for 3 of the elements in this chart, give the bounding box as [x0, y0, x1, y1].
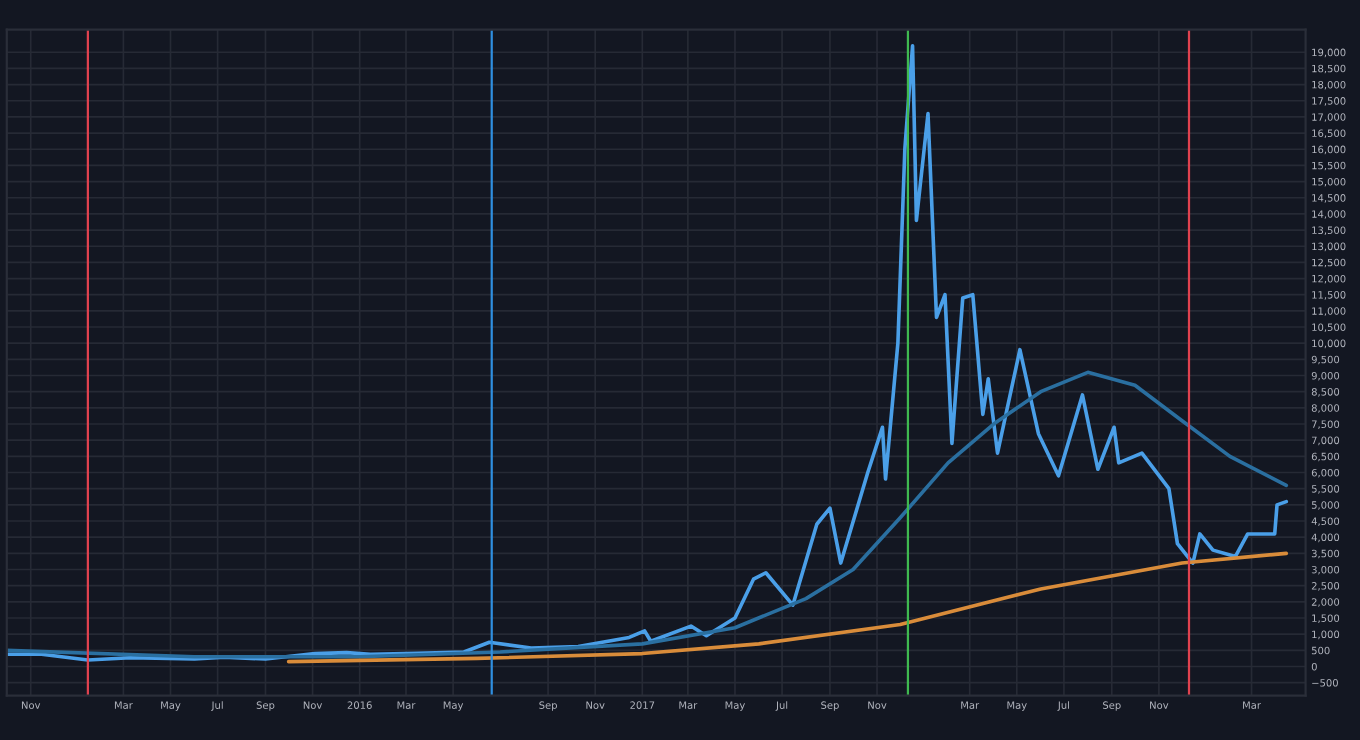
line-series [286, 551, 1289, 664]
line-series [6, 370, 1289, 659]
line-series [6, 43, 1289, 662]
